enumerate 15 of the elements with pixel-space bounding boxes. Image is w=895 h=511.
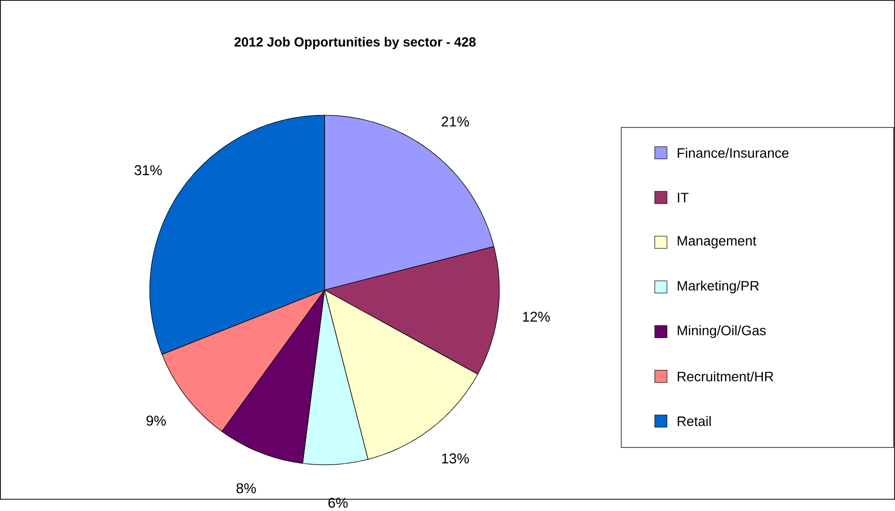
data-label: 21% <box>442 116 469 126</box>
legend-label: Management <box>678 236 756 248</box>
data-label: 6% <box>328 498 348 508</box>
data-label: 31% <box>134 165 162 176</box>
data-label: 13% <box>442 453 469 464</box>
data-label: 12% <box>523 312 550 322</box>
legend-label: Marketing/PR <box>678 280 759 294</box>
legend-label: IT <box>678 192 688 202</box>
data-label: 9% <box>146 416 166 426</box>
data-label: 8% <box>236 483 256 494</box>
legend-label: Recruitment/HR <box>678 371 774 382</box>
legend-label: Mining/Oil/Gas <box>678 325 766 338</box>
chart-title: 2012 Job Opportunities by sector - 428 <box>234 36 476 50</box>
legend-label: Retail <box>678 416 711 426</box>
legend-label: Finance/Insurance <box>678 148 788 158</box>
